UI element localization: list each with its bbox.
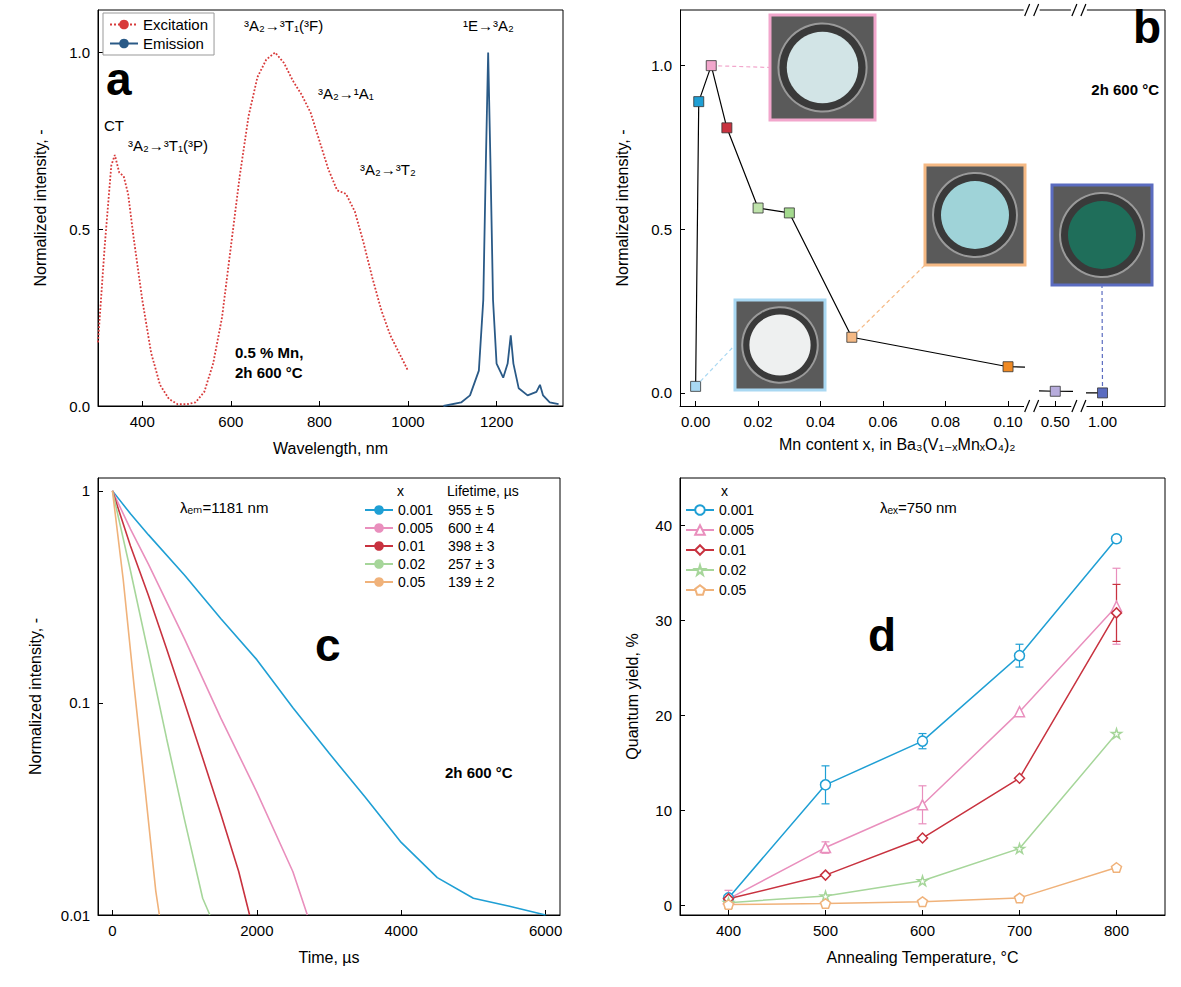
- svg-text:800: 800: [1104, 922, 1129, 939]
- svg-text:400: 400: [716, 922, 741, 939]
- svg-text:Wavelength, nm: Wavelength, nm: [273, 440, 388, 457]
- svg-text:4000: 4000: [385, 922, 418, 939]
- svg-text:CT: CT: [104, 117, 124, 134]
- svg-text:1.00: 1.00: [1088, 413, 1117, 430]
- svg-text:Mn content x, in Ba₃(V₁₋ₓMnₓO₄: Mn content x, in Ba₃(V₁₋ₓMnₓO₄)₂: [779, 436, 1016, 453]
- svg-text:³A₂→³T₂: ³A₂→³T₂: [360, 161, 416, 178]
- svg-text:0.06: 0.06: [868, 413, 897, 430]
- svg-text:0.005: 0.005: [398, 520, 433, 536]
- svg-text:³A₂→¹A₁: ³A₂→¹A₁: [318, 85, 374, 102]
- svg-text:Lifetime, µs: Lifetime, µs: [447, 483, 519, 499]
- svg-text:40: 40: [655, 517, 672, 534]
- svg-text:955 ± 5: 955 ± 5: [448, 502, 495, 518]
- svg-text:0: 0: [664, 897, 672, 914]
- svg-text:700: 700: [1007, 922, 1032, 939]
- svg-text:0.50: 0.50: [1041, 413, 1070, 430]
- svg-text:0.001: 0.001: [719, 502, 754, 518]
- svg-text:0.5: 0.5: [69, 221, 90, 238]
- svg-text:600: 600: [910, 922, 935, 939]
- svg-text:0.01: 0.01: [398, 538, 425, 554]
- svg-text:30: 30: [655, 612, 672, 629]
- svg-text:c: c: [315, 619, 341, 671]
- svg-text:400: 400: [130, 413, 155, 430]
- svg-text:600 ± 4: 600 ± 4: [448, 520, 495, 536]
- svg-text:0.1: 0.1: [69, 694, 90, 711]
- svg-text:³A₂→³T₁(³P): ³A₂→³T₁(³P): [128, 137, 208, 154]
- svg-text:20: 20: [655, 707, 672, 724]
- svg-text:0.01: 0.01: [719, 542, 746, 558]
- svg-text:0.02: 0.02: [398, 556, 425, 572]
- svg-text:0: 0: [108, 922, 116, 939]
- svg-text:0.10: 0.10: [993, 413, 1022, 430]
- svg-text:Emission: Emission: [143, 35, 204, 52]
- svg-text:b: b: [1133, 1, 1161, 53]
- svg-text:¹E→³A₂: ¹E→³A₂: [463, 17, 514, 34]
- svg-text:1.0: 1.0: [69, 44, 90, 61]
- svg-text:1.0: 1.0: [651, 57, 672, 74]
- svg-text:139 ± 2: 139 ± 2: [448, 574, 495, 590]
- svg-text:0.02: 0.02: [719, 562, 746, 578]
- svg-text:0.04: 0.04: [806, 413, 835, 430]
- svg-text:257 ± 3: 257 ± 3: [448, 556, 495, 572]
- svg-text:Annealing Temperature, °C: Annealing Temperature, °C: [827, 949, 1019, 966]
- svg-text:x: x: [397, 483, 404, 499]
- svg-text:10: 10: [655, 802, 672, 819]
- svg-text:Normalized intensity, -: Normalized intensity, -: [27, 618, 44, 775]
- svg-text:1: 1: [82, 482, 90, 499]
- svg-text:398 ± 3: 398 ± 3: [448, 538, 495, 554]
- svg-text:0.005: 0.005: [719, 522, 754, 538]
- svg-text:600: 600: [218, 413, 243, 430]
- svg-text:x: x: [721, 483, 728, 499]
- svg-text:1200: 1200: [480, 413, 513, 430]
- svg-text:³A₂→³T₁(³F): ³A₂→³T₁(³F): [244, 17, 323, 34]
- svg-text:500: 500: [813, 922, 838, 939]
- svg-text:Normalized intensity, -: Normalized intensity, -: [32, 129, 49, 286]
- svg-text:1000: 1000: [391, 413, 424, 430]
- svg-text:λₑₘ=1181 nm: λₑₘ=1181 nm: [180, 499, 268, 516]
- svg-text:0.05: 0.05: [398, 574, 425, 590]
- svg-text:2h 600 °C: 2h 600 °C: [445, 764, 513, 781]
- svg-text:6000: 6000: [529, 922, 562, 939]
- svg-text:d: d: [868, 609, 896, 661]
- svg-text:0.001: 0.001: [398, 502, 433, 518]
- svg-text:0.00: 0.00: [681, 413, 710, 430]
- svg-text:2h 600 °C: 2h 600 °C: [1091, 81, 1159, 98]
- svg-text:0.0: 0.0: [69, 398, 90, 415]
- svg-text:0.5: 0.5: [651, 221, 672, 238]
- svg-text:a: a: [106, 53, 132, 105]
- svg-text:0.02: 0.02: [744, 413, 773, 430]
- svg-text:0.5 % Mn,: 0.5 % Mn,: [235, 344, 303, 361]
- svg-text:Time, µs: Time, µs: [298, 949, 359, 966]
- svg-text:Normalized intensity, -: Normalized intensity, -: [614, 129, 631, 286]
- svg-text:0.0: 0.0: [651, 384, 672, 401]
- svg-text:Excitation: Excitation: [143, 16, 208, 33]
- svg-text:800: 800: [307, 413, 332, 430]
- svg-text:Quantum yield, %: Quantum yield, %: [624, 633, 641, 759]
- svg-text:0.01: 0.01: [61, 907, 90, 924]
- svg-text:2000: 2000: [240, 922, 273, 939]
- svg-text:2h 600 °C: 2h 600 °C: [235, 364, 303, 381]
- svg-text:0.05: 0.05: [719, 582, 746, 598]
- svg-text:λₑₓ=750 nm: λₑₓ=750 nm: [880, 499, 957, 516]
- svg-text:0.08: 0.08: [931, 413, 960, 430]
